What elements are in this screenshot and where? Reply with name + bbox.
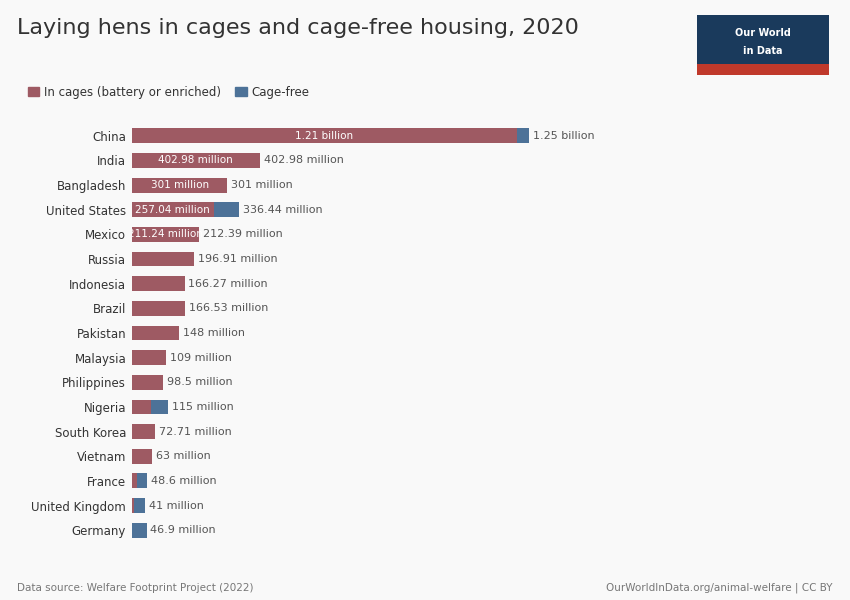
Text: 48.6 million: 48.6 million (151, 476, 217, 486)
Text: 41 million: 41 million (149, 500, 203, 511)
Text: OurWorldInData.org/animal-welfare | CC BY: OurWorldInData.org/animal-welfare | CC B… (607, 582, 833, 593)
Text: 98.5 million: 98.5 million (167, 377, 233, 387)
Text: Data source: Welfare Footprint Project (2022): Data source: Welfare Footprint Project (… (17, 583, 253, 593)
Bar (132, 473, 138, 488)
Bar (132, 153, 260, 168)
Text: Our World: Our World (735, 28, 790, 38)
Bar (132, 202, 213, 217)
Bar (150, 400, 168, 415)
Text: 115 million: 115 million (173, 402, 234, 412)
Text: 301 million: 301 million (150, 180, 209, 190)
Text: 46.9 million: 46.9 million (150, 525, 216, 535)
Text: 166.53 million: 166.53 million (189, 304, 268, 313)
Bar (517, 128, 530, 143)
Text: 196.91 million: 196.91 million (198, 254, 278, 264)
Bar (132, 350, 167, 365)
Bar (134, 498, 145, 513)
Bar (132, 375, 163, 389)
Text: 148 million: 148 million (183, 328, 245, 338)
Bar (132, 277, 184, 291)
Bar (132, 251, 195, 266)
FancyBboxPatch shape (697, 64, 829, 75)
Bar (213, 202, 239, 217)
Bar (132, 178, 228, 193)
Bar (132, 301, 184, 316)
Bar (132, 128, 517, 143)
Bar (132, 400, 150, 415)
Bar (138, 473, 147, 488)
Text: 336.44 million: 336.44 million (242, 205, 322, 215)
Bar (132, 326, 178, 340)
Bar (133, 523, 147, 538)
FancyBboxPatch shape (697, 15, 829, 64)
Text: 402.98 million: 402.98 million (264, 155, 343, 166)
Text: 211.24 million: 211.24 million (128, 229, 203, 239)
Bar (132, 498, 134, 513)
Legend: In cages (battery or enriched), Cage-free: In cages (battery or enriched), Cage-fre… (23, 81, 314, 103)
Text: 212.39 million: 212.39 million (203, 229, 283, 239)
Text: Laying hens in cages and cage-free housing, 2020: Laying hens in cages and cage-free housi… (17, 18, 579, 38)
Text: 402.98 million: 402.98 million (158, 155, 233, 166)
Text: 257.04 million: 257.04 million (135, 205, 210, 215)
Bar (132, 449, 152, 464)
Text: 166.27 million: 166.27 million (189, 279, 268, 289)
Bar (132, 227, 199, 242)
Text: 109 million: 109 million (170, 353, 232, 362)
Text: in Data: in Data (743, 46, 783, 56)
Text: 63 million: 63 million (156, 451, 210, 461)
Text: 72.71 million: 72.71 million (159, 427, 231, 437)
Text: 301 million: 301 million (231, 180, 293, 190)
Text: 1.25 billion: 1.25 billion (533, 131, 595, 141)
Bar (132, 424, 155, 439)
Text: 1.21 billion: 1.21 billion (295, 131, 354, 141)
